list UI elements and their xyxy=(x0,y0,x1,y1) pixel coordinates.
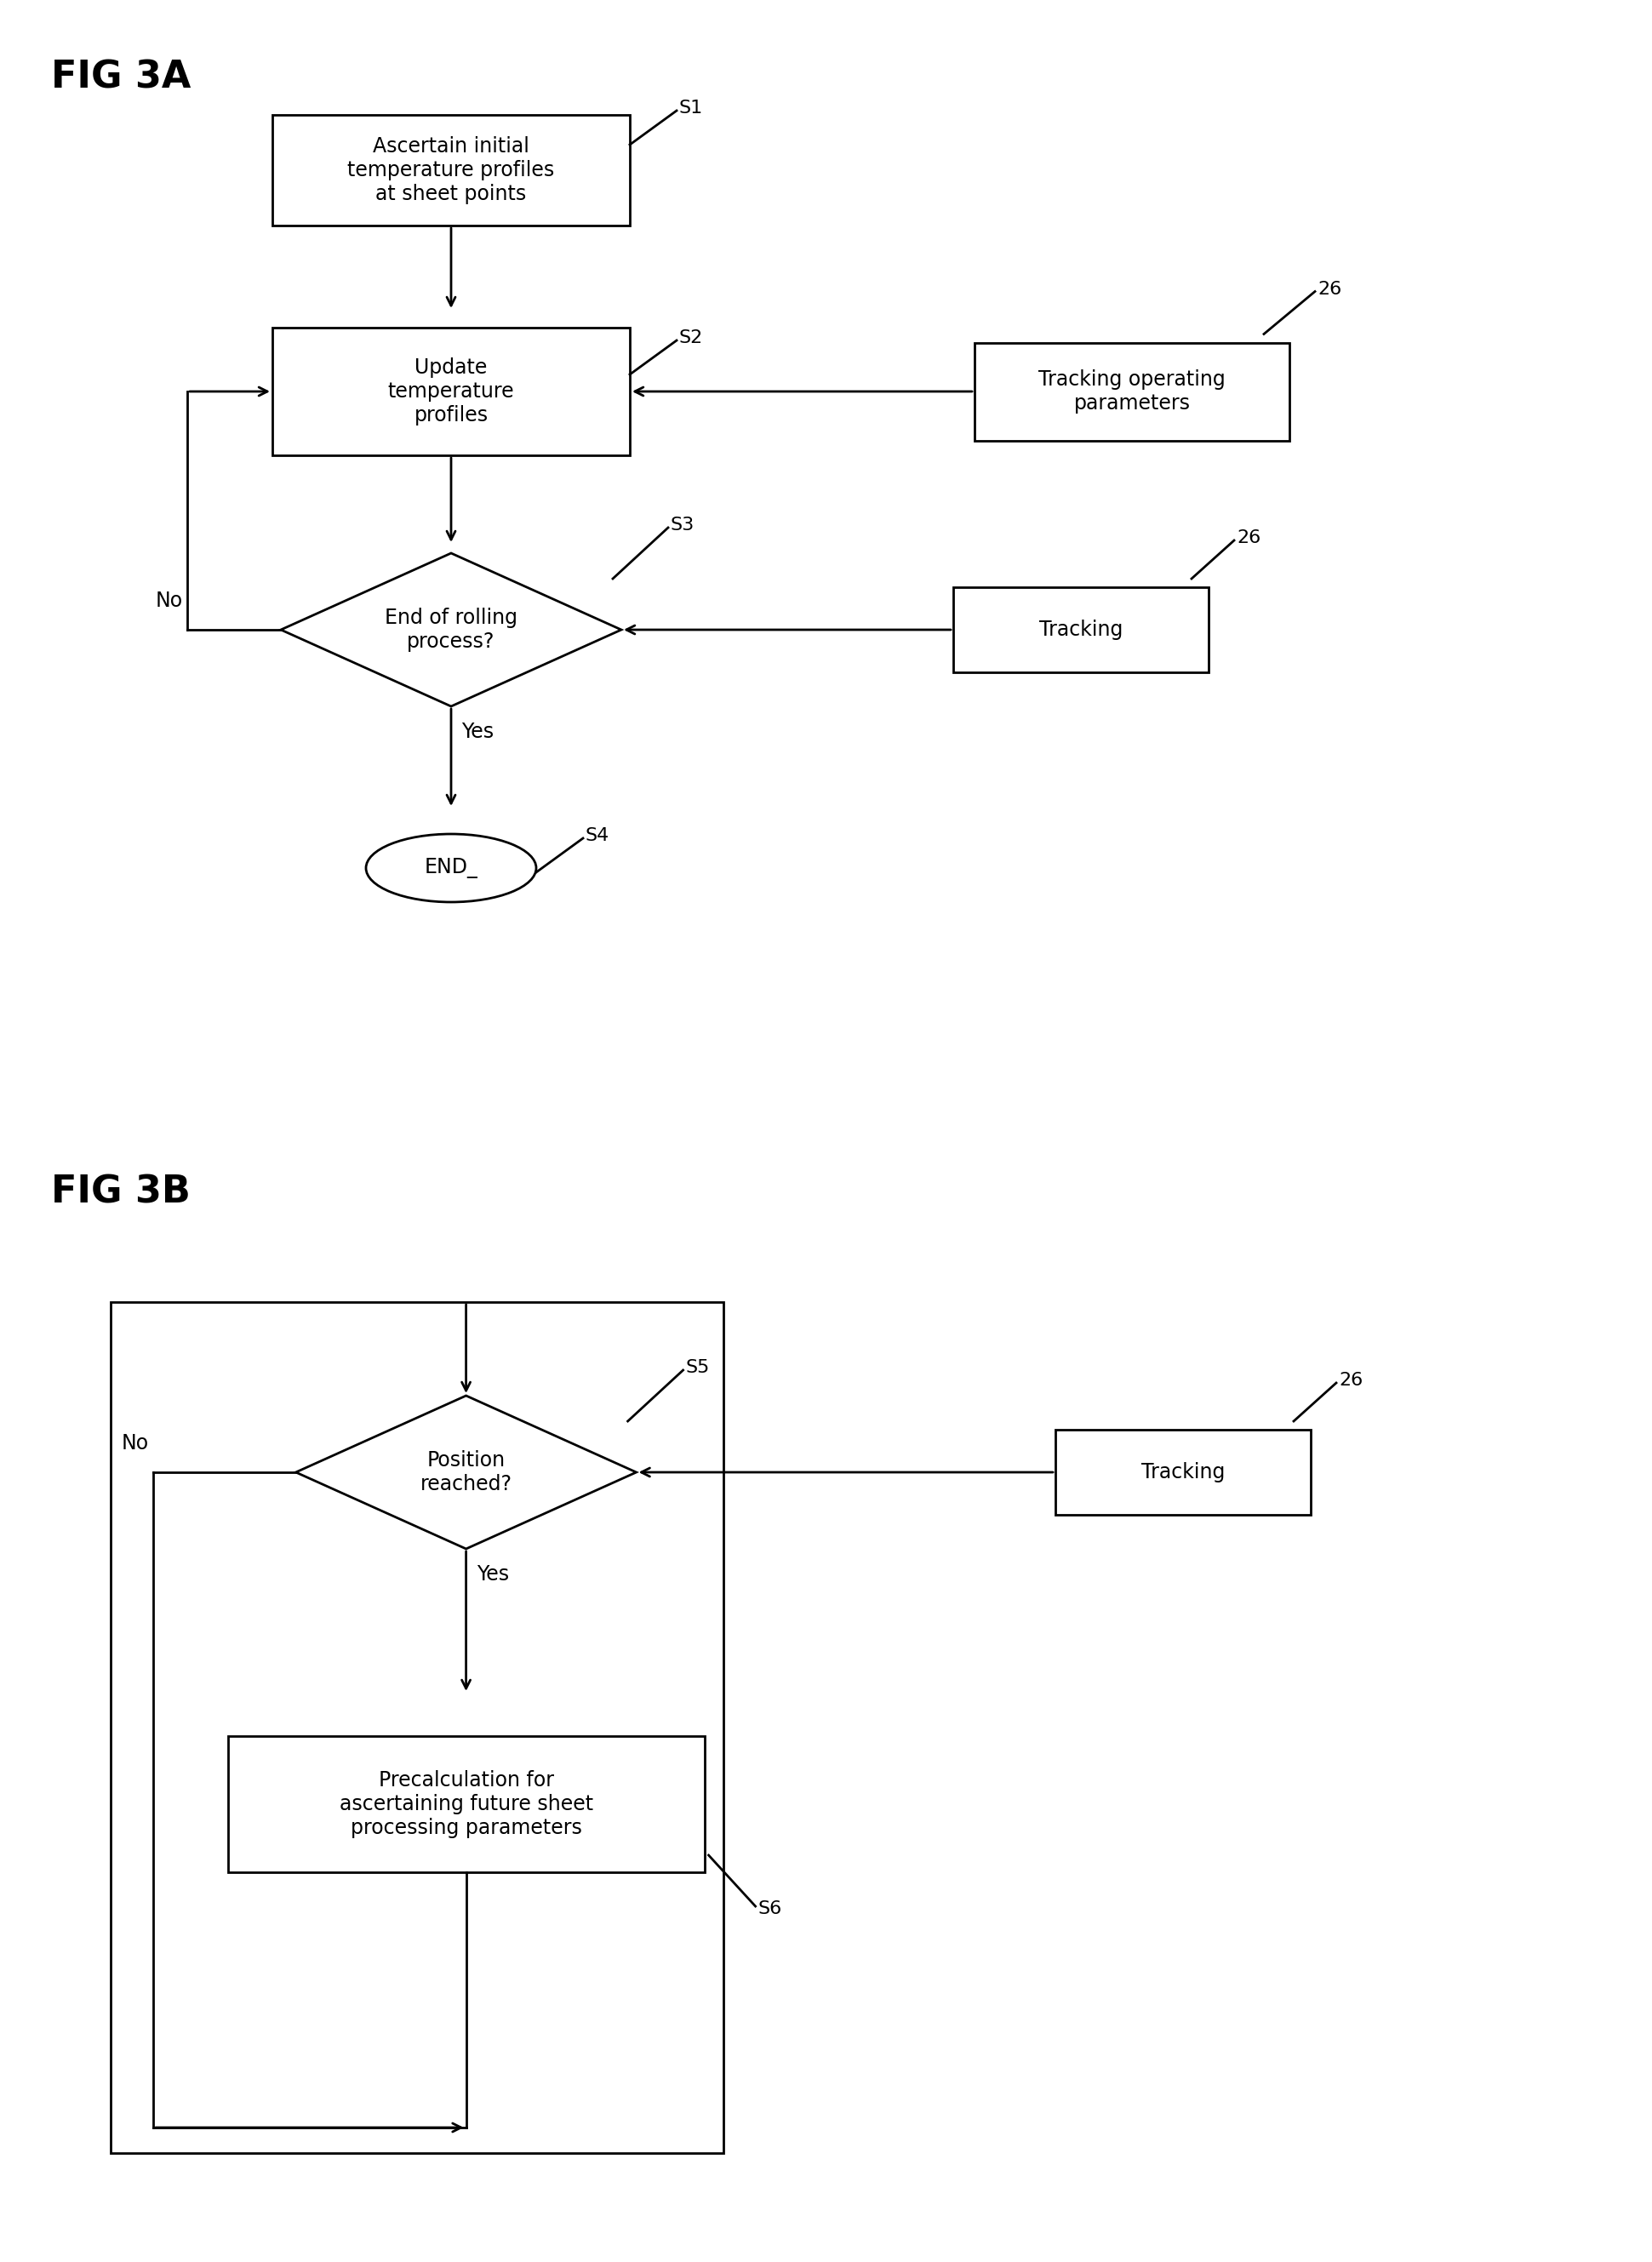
FancyBboxPatch shape xyxy=(273,328,629,455)
Text: End of rolling
process?: End of rolling process? xyxy=(385,608,517,651)
Text: END_: END_ xyxy=(425,857,477,878)
Text: 26: 26 xyxy=(1338,1371,1363,1389)
Text: Tracking: Tracking xyxy=(1142,1461,1224,1482)
Text: 26: 26 xyxy=(1318,280,1341,296)
FancyBboxPatch shape xyxy=(953,588,1209,672)
Text: FIG 3A: FIG 3A xyxy=(51,59,192,97)
Text: Yes: Yes xyxy=(461,722,494,742)
Text: S3: S3 xyxy=(671,516,695,534)
Text: Tracking: Tracking xyxy=(1039,620,1123,640)
Text: Position
reached?: Position reached? xyxy=(420,1450,512,1495)
Text: S4: S4 xyxy=(585,828,610,844)
Polygon shape xyxy=(296,1396,636,1549)
Text: Tracking operating
parameters: Tracking operating parameters xyxy=(1039,369,1226,414)
Text: No: No xyxy=(122,1434,149,1454)
Text: 26: 26 xyxy=(1237,529,1260,547)
Ellipse shape xyxy=(367,835,537,903)
Text: No: No xyxy=(155,590,183,611)
FancyBboxPatch shape xyxy=(228,1735,704,1873)
Polygon shape xyxy=(281,554,621,706)
FancyBboxPatch shape xyxy=(975,342,1290,441)
Text: Ascertain initial
temperature profiles
at sheet points: Ascertain initial temperature profiles a… xyxy=(347,136,555,204)
Text: Yes: Yes xyxy=(476,1563,509,1586)
Text: Update
temperature
profiles: Update temperature profiles xyxy=(388,357,514,425)
Text: Precalculation for
ascertaining future sheet
processing parameters: Precalculation for ascertaining future s… xyxy=(339,1771,593,1839)
Text: S6: S6 xyxy=(758,1900,781,1918)
FancyBboxPatch shape xyxy=(273,115,629,226)
Text: S2: S2 xyxy=(679,330,704,346)
Text: S1: S1 xyxy=(679,100,704,118)
Text: FIG 3B: FIG 3B xyxy=(51,1174,190,1210)
Text: S5: S5 xyxy=(686,1359,710,1375)
FancyBboxPatch shape xyxy=(1056,1430,1310,1516)
